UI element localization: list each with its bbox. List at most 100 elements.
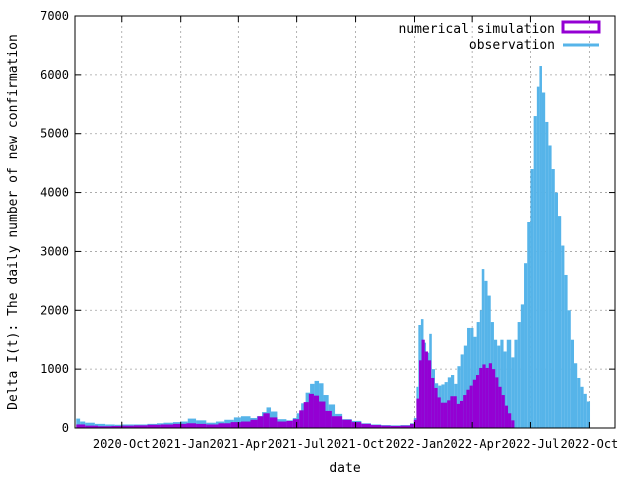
observation-bar [586,401,591,428]
numerical-simulation-bar [351,422,362,428]
x-tick-label: 2021-Jul [268,437,326,451]
numerical-simulation-bar [206,424,219,428]
y-tick-label: 3000 [40,244,69,258]
observation-bar [580,386,584,428]
numerical-simulation-bar [410,423,414,428]
observation-bar [539,66,542,429]
numerical-simulation-bar [463,395,467,428]
y-tick-label: 6000 [40,68,69,82]
numerical-simulation-bar [482,364,486,428]
y-tick-label: 1000 [40,362,69,376]
numerical-simulation-bar [133,425,148,428]
numerical-simulation-bar [218,423,231,428]
observation-bar [517,322,521,428]
observation-bar [583,393,587,428]
numerical-simulation-bar [418,360,422,428]
observation-bar [564,274,568,428]
x-axis-label: date [329,461,360,476]
numerical-simulation-bar [390,425,401,428]
numerical-simulation-bar [434,387,438,428]
numerical-simulation-bar [303,402,309,428]
numerical-simulation-bar [413,419,417,428]
numerical-simulation-bar [447,400,451,428]
observation-bar [460,354,464,428]
numerical-simulation-bar [313,395,320,428]
numerical-simulation-bar [269,417,278,428]
y-tick-label: 7000 [40,9,69,23]
observation-bar [551,169,555,428]
numerical-simulation-bar [286,420,293,428]
numerical-simulation-bar [453,396,457,428]
numerical-simulation-bar [421,339,425,428]
numerical-simulation-bar [475,375,480,428]
numerical-simulation-bar [485,367,489,428]
observation-bar [484,280,488,428]
observation-bar [457,366,461,428]
observation-bar [487,295,491,428]
legend-label-numerical-simulation: numerical simulation [398,22,555,37]
y-tick-label: 5000 [40,127,69,141]
x-tick-label: 2021-Apr [209,437,267,451]
observation-bar [85,422,95,428]
observation-bar [574,363,578,428]
numerical-simulation-bar [431,377,435,428]
numerical-simulation-bar [440,402,444,428]
x-tick-label: 2022-Jul [502,437,560,451]
y-tick-label: 4000 [40,186,69,200]
numerical-simulation-bar [299,410,304,428]
numerical-simulation-bar [240,421,251,428]
numerical-simulation-bar [121,425,134,428]
axis-ticks [75,15,615,429]
observation-bar [561,245,565,428]
numerical-simulation-bar [400,425,411,428]
numerical-simulation-bar [196,423,207,428]
observation-bar [533,116,537,429]
x-tick-label: 2020-Oct [93,437,151,451]
numerical-simulation-bar [319,401,326,428]
observation-bar [500,339,504,428]
numerical-simulation-bar [186,423,197,428]
numerical-simulation-bar [492,369,496,428]
numerical-simulation-bar [370,425,382,428]
y-axis-label: Delta I(t): The daily number of new conf… [6,34,21,410]
numerical-simulation-bar [511,420,515,428]
numerical-simulation-bar [495,377,499,428]
plot-area [76,66,591,429]
x-tick-labels: 2020-Oct 2021-Jan 2021-Apr 2021-Jul 2021-Oct… [93,437,618,451]
numerical-simulation-bar [257,416,264,428]
numerical-simulation-bar [277,421,287,428]
observation-bar [570,339,575,428]
numerical-simulation-bar [331,416,343,428]
numerical-simulation-bar [443,402,448,428]
numerical-simulation-bar [173,423,187,428]
observation-bar [76,418,81,428]
numerical-simulation-bar [250,419,258,428]
numerical-simulation-bar [292,419,300,428]
numerical-simulation-bar [472,379,476,428]
numerical-simulation-bar [308,393,314,428]
numerical-simulation-bar [498,386,502,428]
numerical-simulation-bar [427,360,432,428]
numerical-simulation-bar [325,410,332,428]
observation-bar [536,86,540,428]
numerical-simulation-bar [508,413,512,428]
legend: numerical simulation observation [398,20,601,53]
observation-bar [548,145,552,428]
observation-bar [541,92,546,428]
observation-bar [530,169,534,428]
numerical-simulation-bar [456,403,460,428]
numerical-simulation-bar [147,424,161,428]
y-tick-label: 0 [62,421,69,435]
x-tick-label: 2021-Jan [152,437,210,451]
numerical-simulation-bar [459,400,464,428]
legend-label-observation: observation [469,38,555,53]
numerical-simulation-bar [342,419,352,428]
numerical-simulation-bar [361,423,371,428]
observation-bar [557,216,562,428]
observation-bar [567,310,571,428]
numerical-simulation-bar [501,395,505,428]
numerical-simulation-bar [504,405,509,428]
numerical-simulation-bar [466,389,470,428]
observation-bar [481,269,485,428]
